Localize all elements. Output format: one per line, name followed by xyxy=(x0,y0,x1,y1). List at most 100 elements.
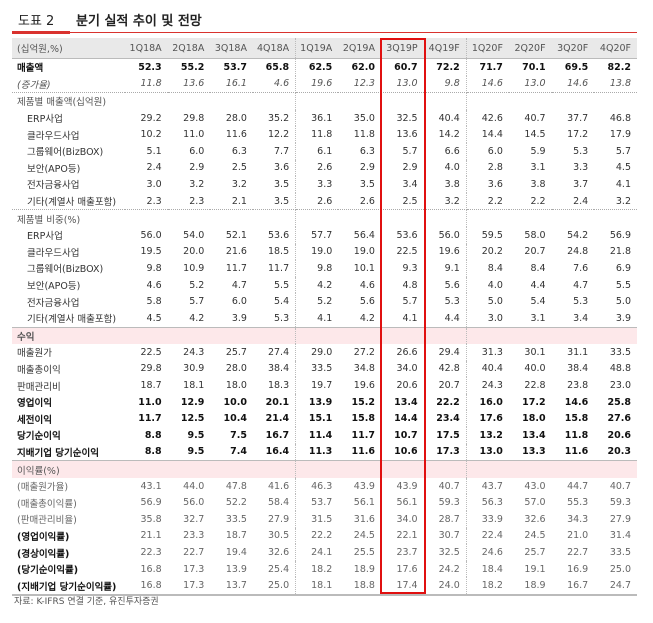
cell-4q18a: 3.6 xyxy=(252,159,297,177)
cell-1q20f: 20.2 xyxy=(481,246,503,258)
cell-1q20f: 71.7 xyxy=(479,61,503,73)
cell-1q20f: 8.4 xyxy=(487,262,503,274)
cell-3q20f: 15.8 xyxy=(564,413,589,425)
cell-3q19p: 5.7 xyxy=(402,145,418,157)
cell-2q18a: 2.3 xyxy=(167,192,211,211)
cell-1q19a: 3.3 xyxy=(317,178,333,190)
cell-3q20f: 3.3 xyxy=(573,162,589,174)
cell-4q19f: 72.2 xyxy=(423,58,467,76)
cell-4q20f: 82.2 xyxy=(607,61,631,73)
cell-4q18a: 3.5 xyxy=(252,192,297,211)
cell-1q18a: 11.8 xyxy=(125,75,168,94)
cell-4q20f: 5.0 xyxy=(615,296,631,308)
cell-3q20f: 55.3 xyxy=(567,497,589,509)
cell-3q18a xyxy=(210,327,253,345)
cell-2q19a: 15.2 xyxy=(351,396,375,408)
cell-3q19p: 60.7 xyxy=(394,61,418,73)
cell-2q19a: 3.5 xyxy=(359,178,375,190)
cell-4q19f xyxy=(423,460,467,478)
column-header-1q19a: 1Q19A xyxy=(295,38,339,59)
cell-1q20f: 18.4 xyxy=(481,563,503,575)
cell-3q19p: 2.5 xyxy=(380,192,424,211)
cell-4q18a: 25.4 xyxy=(252,560,297,578)
cell-1q20f: 24.3 xyxy=(481,380,503,392)
table-row: 판매관리비 18.7 18.1 18.0 18.3 19.7 19.6 20.6 20.7 24.… xyxy=(12,377,637,394)
cell-1q20f: 31.3 xyxy=(481,346,503,358)
cell-3q19p: 10.7 xyxy=(394,429,418,441)
cell-4q19f: 22.2 xyxy=(423,393,467,411)
cell-2q20f: 25.7 xyxy=(524,547,546,559)
cell-2q18a xyxy=(168,93,211,110)
cell-4q19f: 14.2 xyxy=(423,126,467,143)
row-label: 판매관리비 xyxy=(17,381,61,393)
row-label: (판매관리비율) xyxy=(17,515,77,527)
column-header-3q20f: 3Q20F xyxy=(551,38,595,59)
cell-3q18a: 28.0 xyxy=(225,112,247,124)
cell-3q20f: 11.6 xyxy=(551,443,595,462)
column-header-2q18a: 2Q18A xyxy=(167,38,211,59)
cell-2q19a xyxy=(338,460,381,478)
row-label: 세전이익 xyxy=(17,414,52,426)
cell-4q19f: 59.3 xyxy=(423,494,467,512)
cell-4q19f: 24.0 xyxy=(423,577,467,596)
row-label: 지배기업 당기순이익 xyxy=(12,443,125,462)
cell-1q18a xyxy=(125,210,168,227)
cell-1q20f: 13.2 xyxy=(479,429,503,441)
row-label: 매출원가 xyxy=(17,348,52,360)
cell-2q19a: 18.8 xyxy=(338,577,381,596)
table-row: 전자금융사업 3.0 3.2 3.2 3.5 3.3 3.5 3.4 3.8 3.6 3.8 3.7 4… xyxy=(12,176,637,193)
cell-1q18a: 3.0 xyxy=(146,178,162,190)
cell-3q18a xyxy=(210,460,253,478)
cell-1q20f: 13.0 xyxy=(466,443,509,462)
cell-4q18a: 18.3 xyxy=(252,377,297,394)
cell-1q18a: 11.0 xyxy=(138,396,162,408)
cell-2q18a: 18.1 xyxy=(183,380,205,392)
row-label: 제품별 비중(%) xyxy=(17,214,81,226)
cell-4q19f: 24.2 xyxy=(423,560,467,578)
cell-3q19p: 3.4 xyxy=(402,178,418,190)
cell-2q20f: 13.0 xyxy=(508,75,552,94)
cell-1q19a: 2.6 xyxy=(317,162,333,174)
table-row: ERP사업 29.2 29.8 28.0 35.2 36.1 35.0 32.5 40.4 42.… xyxy=(12,109,637,127)
cell-4q18a: 27.4 xyxy=(252,344,297,361)
row-label: 매출총이익 xyxy=(17,364,61,376)
cell-1q20f: 2.2 xyxy=(466,192,509,211)
cell-1q19a xyxy=(296,93,339,110)
cell-2q20f xyxy=(509,93,552,110)
table-row: 클라우드사업 19.5 20.0 21.6 18.5 19.0 19.0 22.5 19.6 20… xyxy=(12,243,637,261)
table-row: 이익률(%) xyxy=(12,460,637,478)
cell-1q19a xyxy=(296,210,339,227)
cell-2q18a: 32.7 xyxy=(183,513,205,525)
cell-3q19p: 22.1 xyxy=(396,530,418,542)
cell-1q18a: 2.3 xyxy=(125,192,168,211)
cell-1q18a: 22.5 xyxy=(140,346,162,358)
cell-2q18a: 11.0 xyxy=(183,129,205,141)
cell-4q18a: 20.1 xyxy=(252,393,297,411)
column-header-4q18a: 4Q18A xyxy=(252,38,297,59)
cell-4q19f: 30.7 xyxy=(423,527,467,545)
cell-4q19f: 42.8 xyxy=(423,360,467,378)
cell-1q19a: 22.2 xyxy=(311,530,333,542)
row-label: 영업이익 xyxy=(17,398,52,410)
cell-1q19a: 2.6 xyxy=(295,192,339,211)
table-row: 클라우드사업 10.2 11.0 11.6 12.2 11.8 11.8 13.6 14.2 14… xyxy=(12,126,637,143)
cell-2q18a: 12.9 xyxy=(180,396,205,408)
cell-1q18a: 16.8 xyxy=(140,563,162,575)
row-label: (경상이익률) xyxy=(17,548,70,560)
cell-1q20f: 43.7 xyxy=(481,480,503,492)
table-row: 세전이익 11.7 12.5 10.4 21.4 15.1 15.8 14.4 23.4 17.6… xyxy=(12,410,637,428)
cell-3q18a: 16.1 xyxy=(210,75,253,94)
cell-4q18a: 18.5 xyxy=(252,243,297,261)
cell-4q20f: 20.6 xyxy=(607,429,631,441)
cell-4q20f xyxy=(594,327,637,345)
cell-1q20f xyxy=(466,210,509,227)
cell-1q18a xyxy=(125,93,168,110)
cell-3q19p: 4.8 xyxy=(402,279,418,291)
column-header-2q19a: 2Q19A xyxy=(338,38,381,59)
cell-2q20f: 18.9 xyxy=(508,577,552,596)
cell-4q18a: 4.6 xyxy=(252,75,297,94)
cell-3q18a: 53.7 xyxy=(223,61,247,73)
cell-2q20f: 40.7 xyxy=(524,112,546,124)
cell-2q20f: 24.5 xyxy=(524,530,546,542)
cell-4q20f: 33.5 xyxy=(609,346,631,358)
